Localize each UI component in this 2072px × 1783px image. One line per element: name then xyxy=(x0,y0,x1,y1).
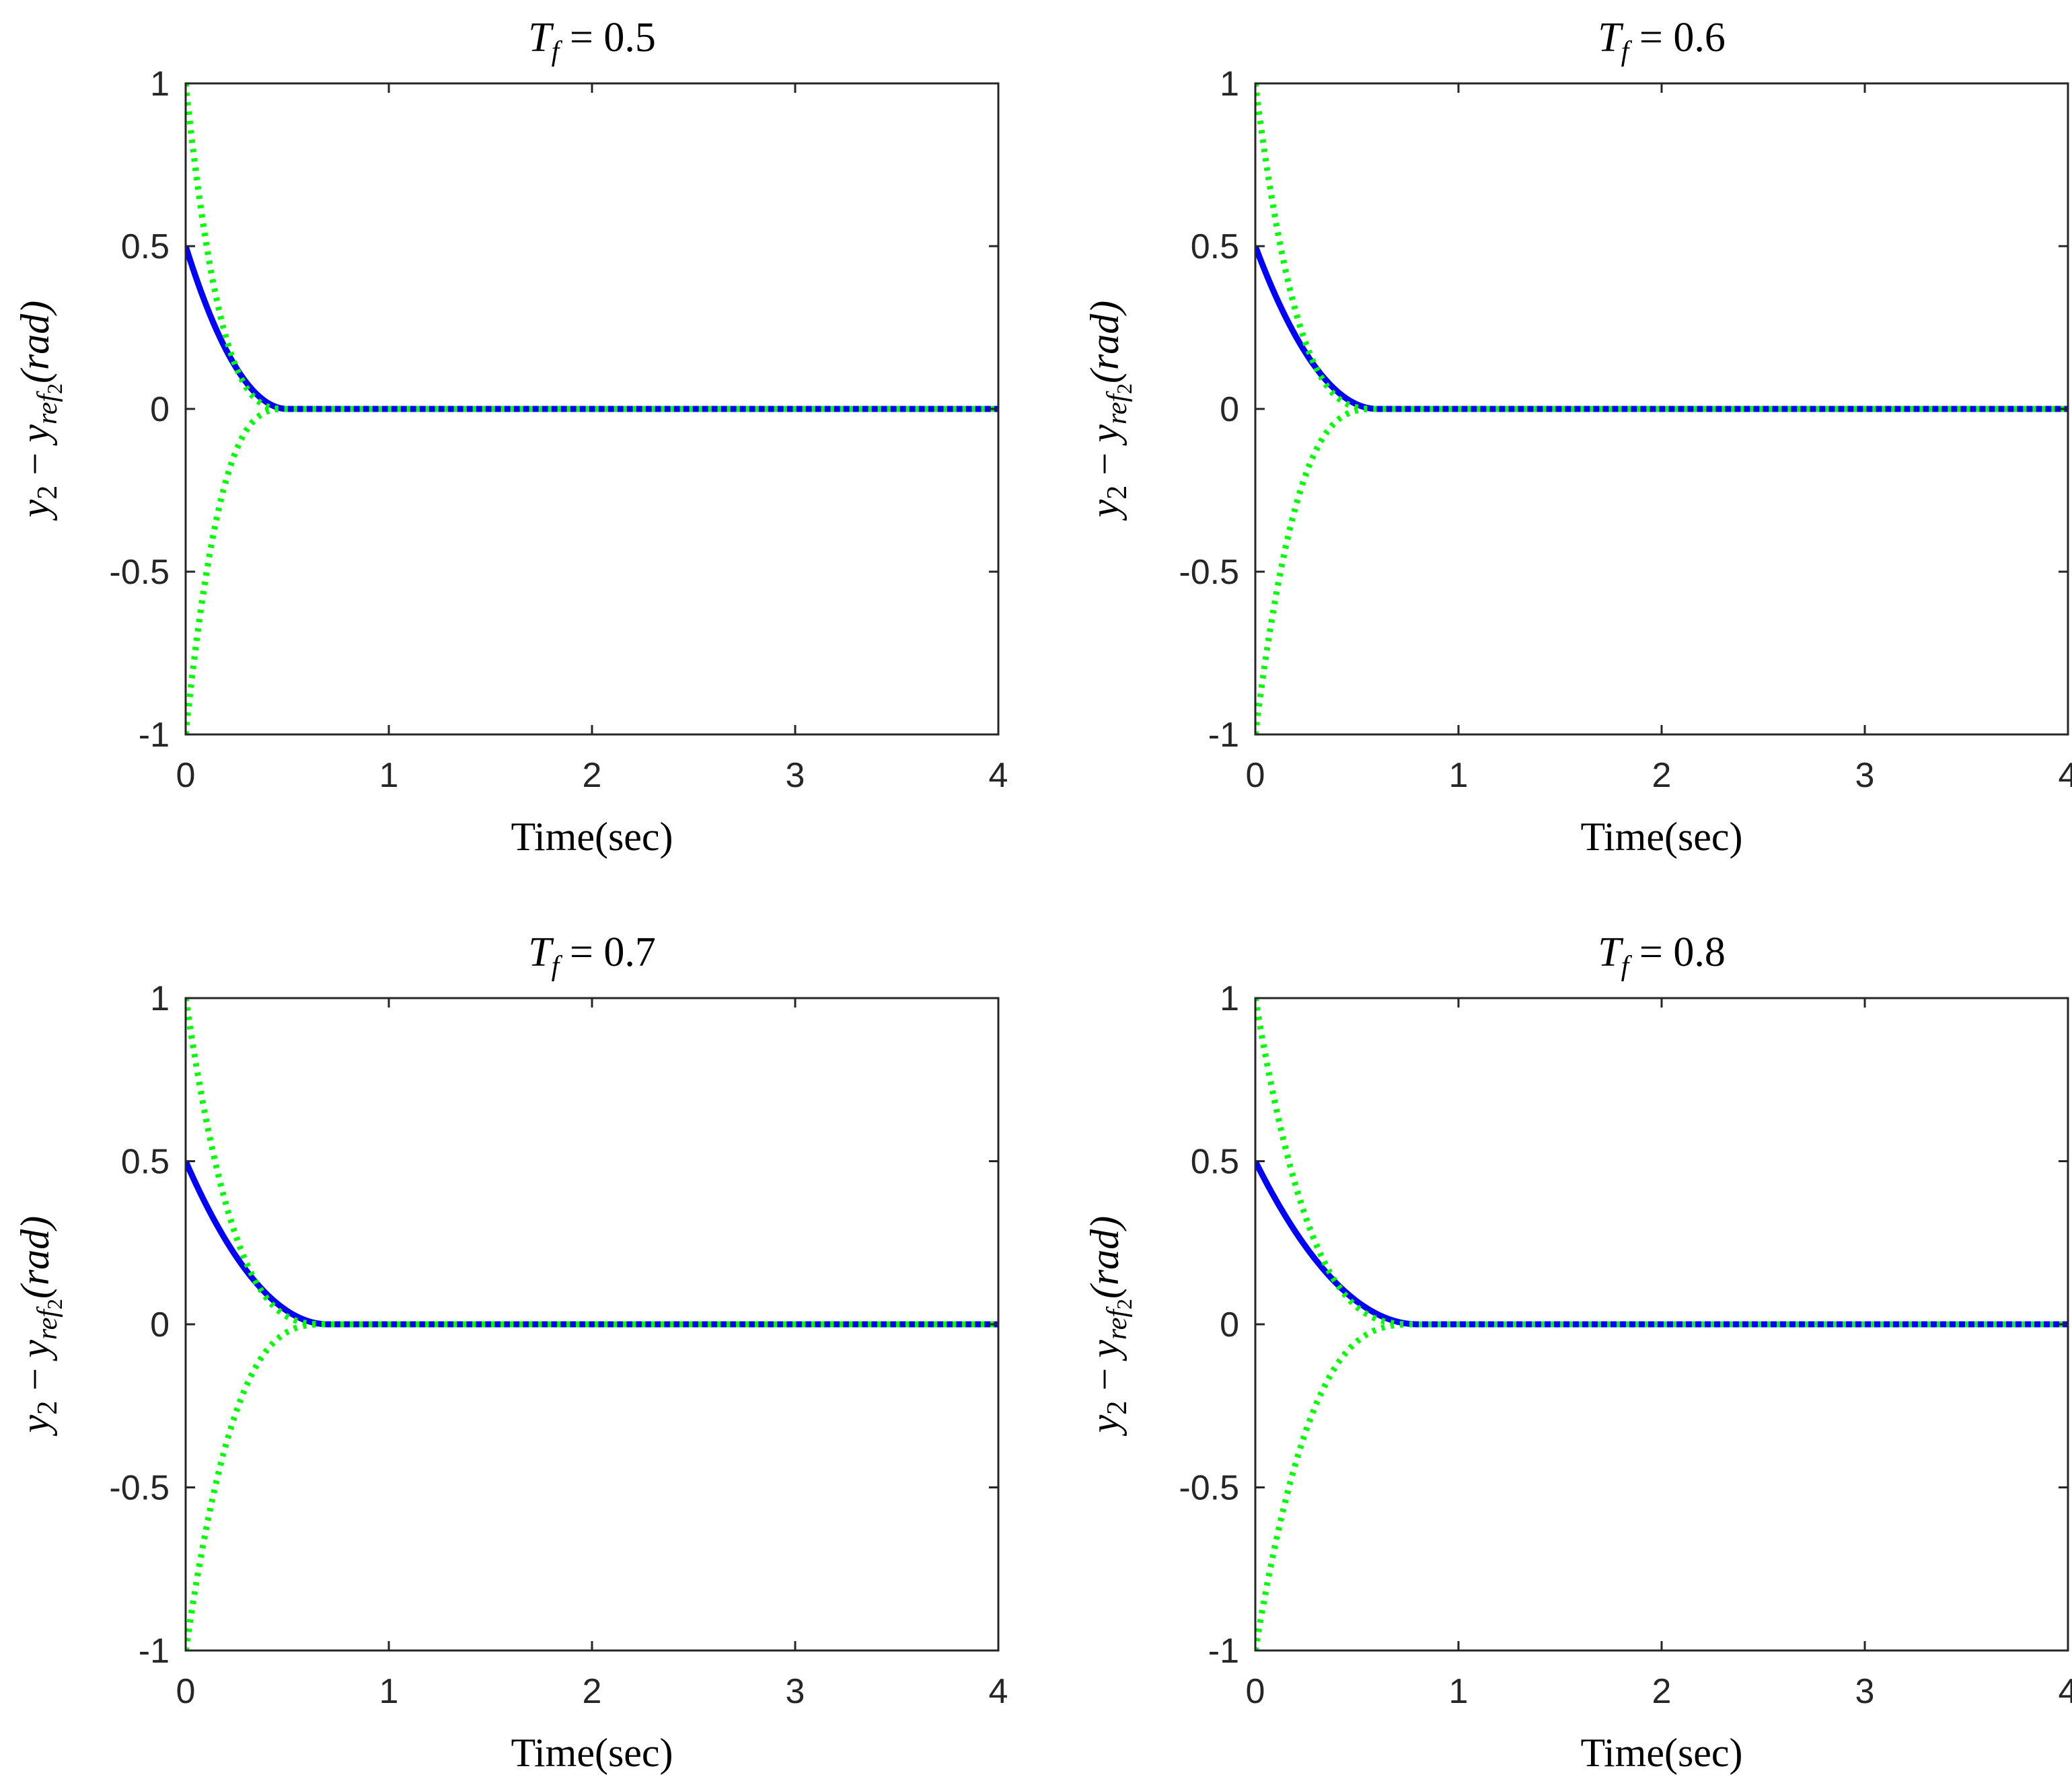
y-tick-label: -0.5 xyxy=(1179,1469,1239,1508)
chart-panel-2: 0 1 2 3 4 -1 -0.5 0 0.5 1 Time(sec) Tf = 0.6 y2 − yr… xyxy=(1082,15,2072,859)
x-tick-label: 4 xyxy=(2059,756,2072,795)
chart-panel-3: 0 1 2 3 4 -1 -0.5 0 0.5 1 Time(sec) Tf = 0.7 y2 − yr… xyxy=(13,930,1008,1775)
y-tick-label: 0.5 xyxy=(1191,1143,1239,1182)
x-tick-label: 1 xyxy=(1449,1672,1469,1711)
y-tick-label: 0.5 xyxy=(1191,227,1239,266)
series-upper-bound xyxy=(186,83,998,412)
x-axis-label: Time(sec) xyxy=(511,814,673,859)
series-lower-bound xyxy=(1255,406,2068,735)
chart-title: Tf = 0.7 xyxy=(528,930,656,982)
x-tick-label: 3 xyxy=(1855,756,1875,795)
series-group xyxy=(1255,997,2068,1651)
x-tick-label: 4 xyxy=(989,1672,1008,1711)
series-error xyxy=(186,245,998,412)
series-upper-bound xyxy=(1255,83,2068,412)
y-tick-label: 1 xyxy=(150,65,170,104)
x-tick-label: 3 xyxy=(786,756,805,795)
x-tick-label: 1 xyxy=(379,1672,399,1711)
y-axis-label: y2 − yref2(rad) xyxy=(13,301,67,522)
y-tick-label: -0.5 xyxy=(109,1469,170,1508)
y-axis-label: y2 − yref2(rad) xyxy=(1082,1216,1136,1437)
series-error xyxy=(1255,1160,2068,1328)
chart-panel-1: 0 1 2 3 4 -1 -0.5 0 0.5 1 Time(sec) Tf = 0.5 y2 − yr… xyxy=(13,15,1008,859)
y-axis-label: y2 − yref2(rad) xyxy=(1082,301,1136,522)
y-tick-label: -1 xyxy=(139,1632,170,1671)
chart-title: Tf = 0.8 xyxy=(1598,930,1726,982)
x-tick-label: 4 xyxy=(989,756,1008,795)
x-tick-label: 0 xyxy=(1246,1672,1265,1711)
y-tick-label: 0 xyxy=(150,1305,170,1344)
y-axis-label: y2 − yref2(rad) xyxy=(13,1216,67,1437)
series-lower-bound xyxy=(186,406,998,735)
x-axis-label: Time(sec) xyxy=(511,1731,673,1775)
y-tick-label: 0 xyxy=(1220,1305,1239,1344)
y-tick-label: 0.5 xyxy=(121,227,170,266)
chart-title: Tf = 0.6 xyxy=(1598,15,1726,67)
chart-panel-4: 0 1 2 3 4 -1 -0.5 0 0.5 1 Time(sec) Tf = 0.8 y2 − yr… xyxy=(1082,930,2072,1775)
y-tick-label: -0.5 xyxy=(109,553,170,592)
x-tick-label: 2 xyxy=(1652,756,1672,795)
series-upper-bound xyxy=(1255,997,2068,1328)
series-group xyxy=(186,997,998,1651)
y-tick-label: -1 xyxy=(1208,1632,1239,1671)
y-tick-label: -0.5 xyxy=(1179,553,1239,592)
x-tick-label: 2 xyxy=(1652,1672,1672,1711)
x-tick-label: 3 xyxy=(1855,1672,1875,1711)
series-group xyxy=(186,83,998,735)
y-tick-label: 0 xyxy=(1220,390,1239,429)
x-tick-label: 3 xyxy=(786,1672,805,1711)
x-axis-label: Time(sec) xyxy=(1580,1731,1742,1775)
x-axis-label: Time(sec) xyxy=(1580,814,1742,859)
y-tick-label: 1 xyxy=(1220,979,1239,1018)
y-tick-label: 1 xyxy=(1220,65,1239,104)
x-tick-label: 2 xyxy=(583,1672,602,1711)
x-tick-label: 0 xyxy=(176,1672,196,1711)
series-error xyxy=(1255,245,2068,412)
y-tick-label: 0 xyxy=(150,390,170,429)
chart-title: Tf = 0.5 xyxy=(528,15,656,67)
x-tick-label: 4 xyxy=(2059,1672,2072,1711)
series-lower-bound xyxy=(1255,1321,2068,1651)
y-tick-label: -1 xyxy=(1208,716,1239,755)
y-tick-label: 0.5 xyxy=(121,1143,170,1182)
y-tick-label: -1 xyxy=(139,716,170,755)
series-upper-bound xyxy=(186,997,998,1328)
series-group xyxy=(1255,83,2068,735)
y-tick-label: 1 xyxy=(150,979,170,1018)
x-tick-label: 2 xyxy=(583,756,602,795)
series-lower-bound xyxy=(186,1321,998,1651)
x-tick-label: 0 xyxy=(176,756,196,795)
x-tick-label: 1 xyxy=(1449,756,1469,795)
x-tick-label: 0 xyxy=(1246,756,1265,795)
series-error xyxy=(186,1160,998,1328)
x-tick-label: 1 xyxy=(379,756,399,795)
